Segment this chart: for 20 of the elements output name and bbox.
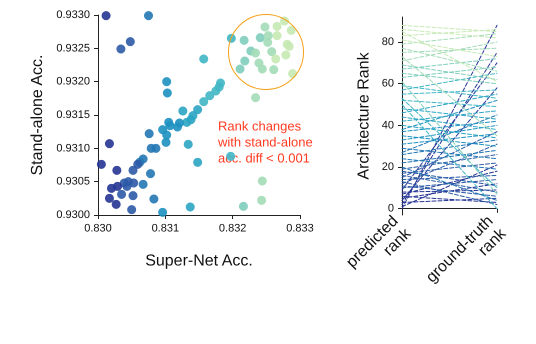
annotation: Rank changes with stand-alone acc. diff < 0.001 xyxy=(217,118,313,166)
x-tick-label: 0.832 xyxy=(218,222,246,234)
x-tick-label: 0.831 xyxy=(152,222,180,234)
y-tick-label: 0.9300 xyxy=(56,209,90,221)
y-tick-label: 20 xyxy=(382,161,394,174)
y-tick-label: 0.9330 xyxy=(56,9,90,21)
y-axis-title: Stand-alone Acc. xyxy=(28,54,46,176)
y-tick-label: 0.9325 xyxy=(56,42,90,54)
y-tick-label: 40 xyxy=(382,119,394,132)
y-tick-label: 0.9315 xyxy=(56,109,90,121)
x-tick-label: 0.830 xyxy=(84,222,112,234)
y-tick-label: 0.9320 xyxy=(56,76,90,88)
y-axis-title: Architecture Rank xyxy=(356,51,372,180)
x-axis-title: Super-Net Acc. xyxy=(145,252,253,270)
y-tick-label: 0 xyxy=(388,202,394,215)
y-tick-label: 60 xyxy=(382,78,394,90)
y-tick-label: 80 xyxy=(382,36,394,48)
x-tick-label: 0.833 xyxy=(286,222,314,234)
y-tick-label: 0.9310 xyxy=(56,142,90,154)
y-tick-label: 0.9305 xyxy=(56,176,90,188)
